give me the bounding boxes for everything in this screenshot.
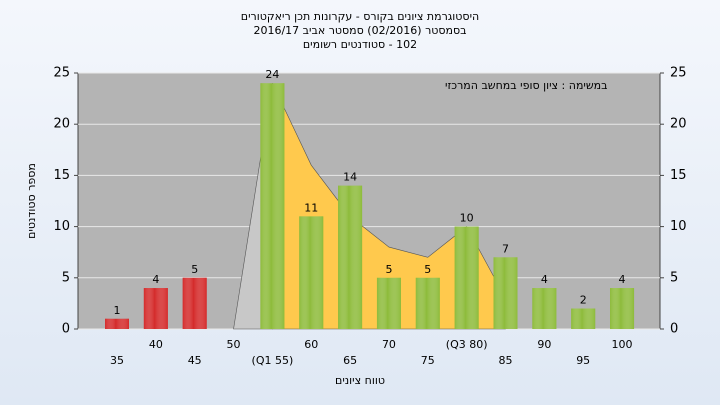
bar-shine	[415, 277, 440, 329]
value-label: 1	[114, 304, 121, 317]
x-tick-label: 40	[149, 338, 163, 351]
x-tick-label: 75	[421, 354, 435, 367]
y-tick-label: 25	[53, 66, 70, 81]
value-label: 5	[424, 263, 431, 276]
x-tick-label: 45	[188, 354, 202, 367]
y-tick-label: 5	[670, 270, 678, 285]
value-label: 10	[460, 212, 474, 225]
bar-shine	[532, 288, 557, 329]
x-tick-label: 70	[382, 338, 396, 351]
x-tick-label: 65	[343, 354, 357, 367]
y-tick-label: 10	[53, 219, 70, 234]
x-axis-label: טווח ציונים	[335, 374, 385, 387]
bar-shine	[182, 277, 207, 329]
y-tick-label: 20	[53, 117, 70, 132]
value-label: 2	[580, 294, 587, 307]
x-tick-label: (Q3 80)	[446, 338, 488, 351]
y-tick-label: 0	[62, 322, 70, 337]
value-label: 4	[619, 273, 626, 286]
bar-shine	[493, 257, 518, 329]
bar-shine	[376, 277, 401, 329]
y-axis-label: מספר סטודנטים	[25, 163, 38, 239]
x-tick-label: (Q1 55)	[252, 354, 294, 367]
bar-shine	[143, 288, 168, 329]
bar-shine	[454, 226, 479, 329]
y-tick-label: 15	[53, 168, 70, 183]
x-tick-label: 50	[227, 338, 241, 351]
value-label: 5	[385, 263, 392, 276]
y-tick-label: 15	[670, 168, 687, 183]
y-tick-label: 25	[670, 66, 687, 81]
y-tick-label: 5	[62, 270, 70, 285]
bar-shine	[571, 308, 596, 329]
bar-shine	[610, 288, 635, 329]
value-label: 11	[304, 201, 318, 214]
bar-shine	[299, 216, 324, 329]
value-label: 14	[343, 171, 357, 184]
value-label: 7	[502, 242, 509, 255]
x-tick-label: 100	[612, 338, 633, 351]
y-tick-label: 20	[670, 117, 687, 132]
x-tick-label: 90	[537, 338, 551, 351]
x-tick-label: 95	[576, 354, 590, 367]
subtitle: בסמסטר (02/2016) סמסטר אביב 2016/17	[253, 24, 466, 37]
y-tick-label: 0	[670, 322, 678, 337]
chart-title: היסטוגרמת ציונים בקורס - עקרונות תכן ריא…	[241, 10, 479, 23]
bar-shine	[105, 318, 129, 329]
y-tick-label: 10	[670, 219, 687, 234]
value-label: 24	[265, 68, 279, 81]
annotation: במשימה : ציון סופי במחשב המרכזי	[445, 79, 608, 92]
bar-shine	[260, 83, 285, 330]
x-tick-label: 60	[304, 338, 318, 351]
value-label: 4	[152, 273, 159, 286]
x-tick-label: 85	[499, 354, 513, 367]
x-tick-label: 35	[110, 354, 124, 367]
bar-shine	[338, 185, 363, 329]
subtitle: 102 - סטודנטים רשומים	[303, 38, 417, 51]
value-label: 4	[541, 273, 548, 286]
value-label: 5	[191, 263, 198, 276]
